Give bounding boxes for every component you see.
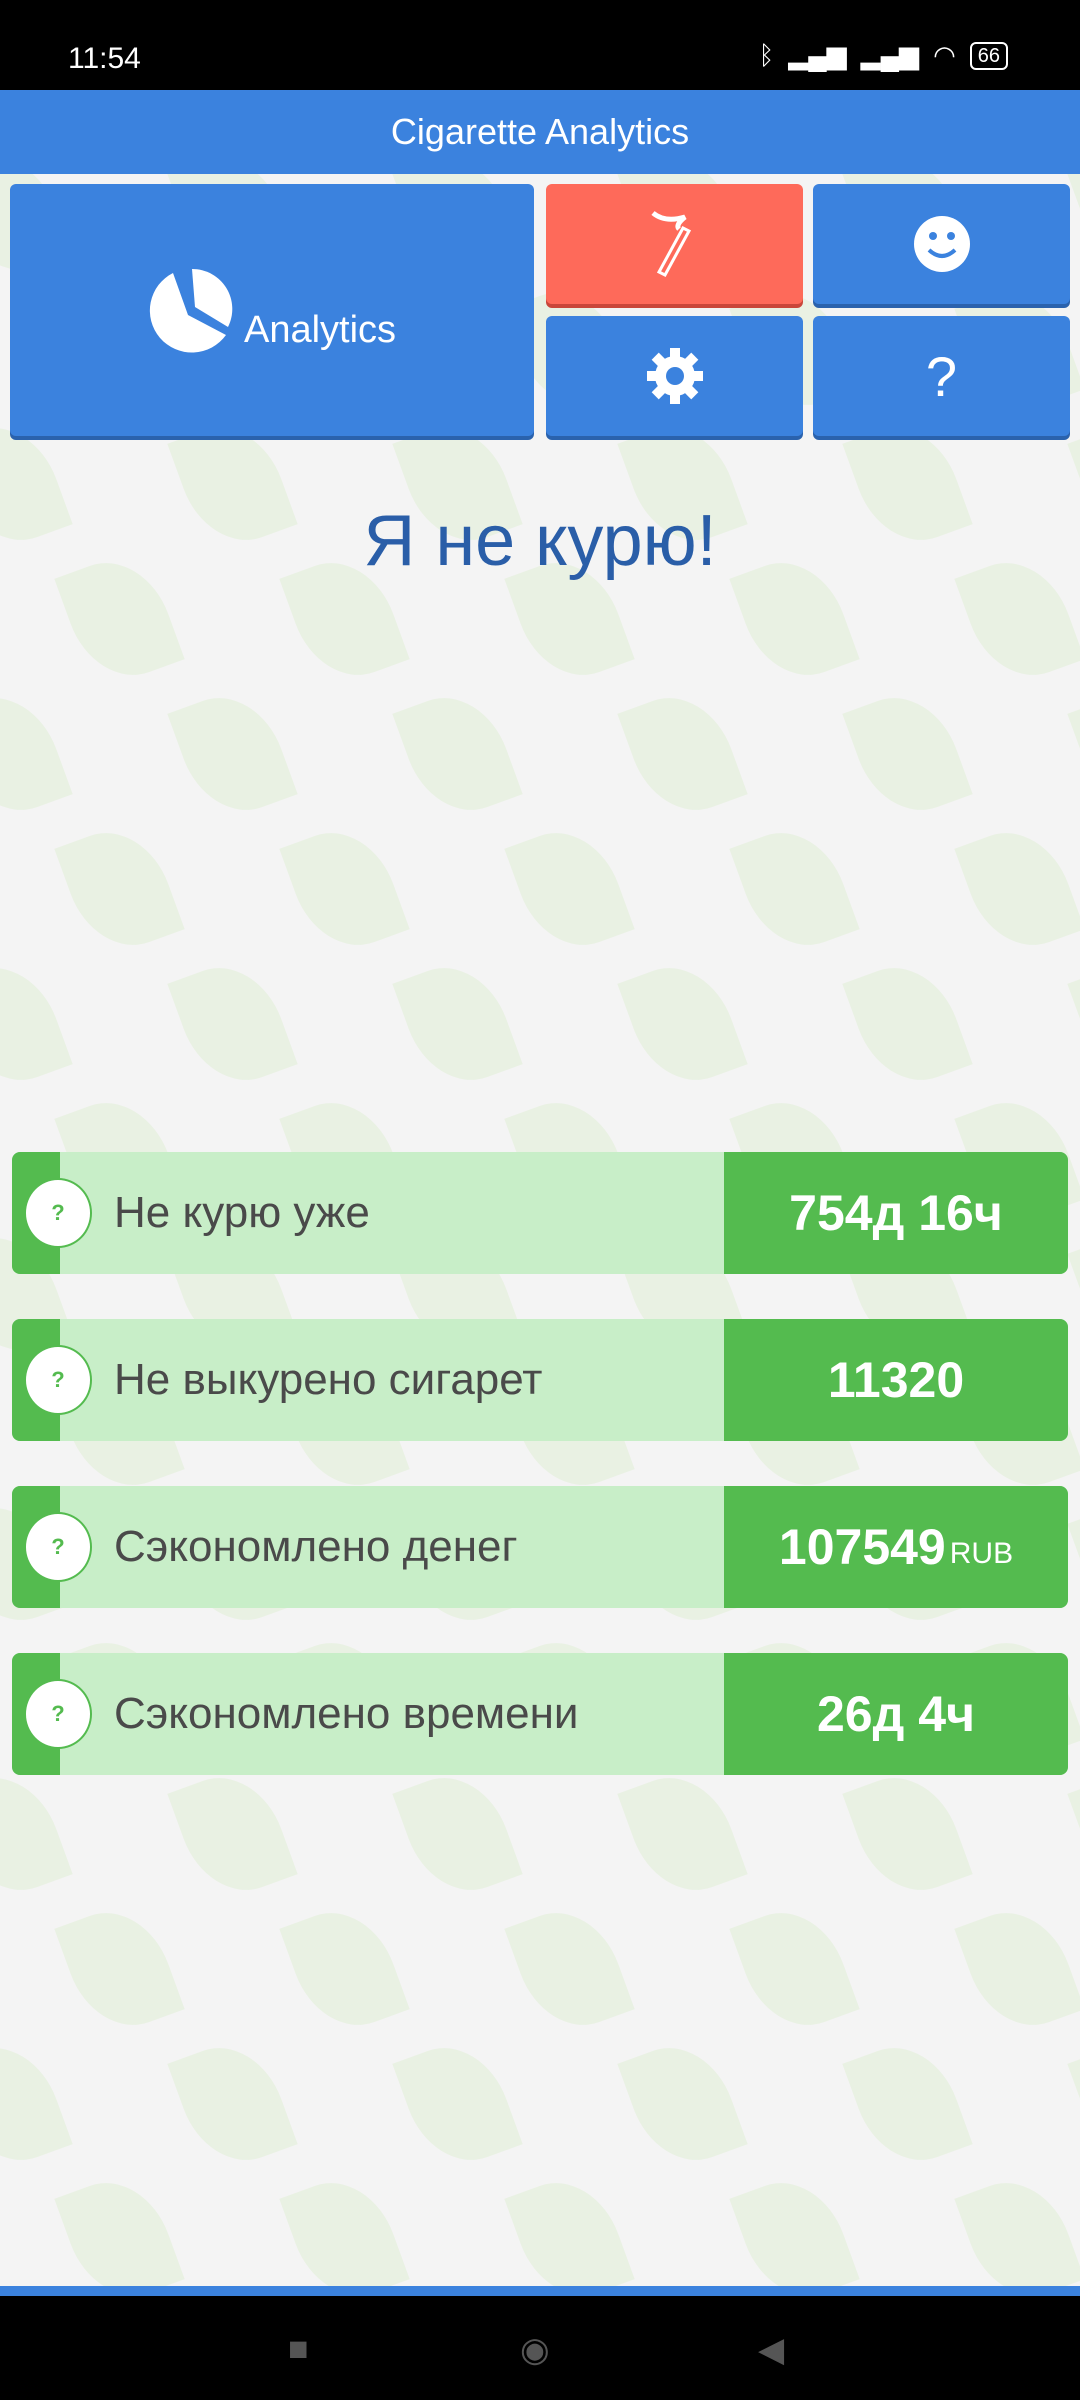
stat-row-money: ? Сэкономлено денег 107549 RUB [12, 1486, 1068, 1608]
stat-row-time: ? Сэкономлено времени 26д 4ч [12, 1653, 1068, 1775]
stat-value: 11320 [724, 1319, 1068, 1441]
recents-icon[interactable]: ■ [288, 2330, 309, 2368]
gear-icon [646, 348, 703, 404]
leaf-pattern [392, 2031, 523, 2177]
leaf-pattern [1067, 1221, 1080, 1367]
smiley-icon [913, 216, 970, 272]
leaf-pattern [279, 1896, 410, 2042]
leaf-pattern [167, 951, 298, 1097]
leaf-pattern [1067, 2031, 1080, 2177]
leaf-pattern [729, 816, 860, 962]
clock: 11:54 [68, 42, 141, 75]
leaf-pattern [504, 816, 635, 962]
leaf-pattern [167, 2031, 298, 2177]
stat-value: 107549 RUB [724, 1486, 1068, 1608]
leaf-pattern [729, 2166, 860, 2286]
leaf-pattern [842, 2031, 973, 2177]
wifi-icon: ◠ [933, 40, 956, 70]
home-icon[interactable]: ◉ [520, 2331, 550, 2369]
leaf-pattern [504, 1896, 635, 2042]
stat-row-days: ? Не курю уже 754д 16ч [12, 1152, 1068, 1274]
leaf-pattern [954, 816, 1080, 962]
pie-chart-icon [149, 268, 233, 353]
leaf-pattern [954, 1896, 1080, 2042]
leaf-pattern [392, 1761, 523, 1907]
help-icon[interactable]: ? [24, 1178, 92, 1248]
help-icon[interactable]: ? [24, 1512, 92, 1582]
leaf-pattern [167, 681, 298, 827]
leaf-pattern [617, 681, 748, 827]
signal-icon: ▂▄▆ [788, 40, 847, 70]
navigation-bar: ■ ◉ ◀ [0, 2296, 1080, 2400]
question-icon: ? [925, 344, 958, 408]
leaf-pattern [729, 1896, 860, 2042]
analytics-button[interactable]: Analytics [10, 184, 534, 436]
stat-value: 26д 4ч [724, 1653, 1068, 1775]
leaf-pattern [842, 681, 973, 827]
analytics-label: Analytics [243, 308, 397, 351]
leaf-pattern [617, 951, 748, 1097]
stat-value: 754д 16ч [724, 1152, 1068, 1274]
stat-label: Сэкономлено времени [114, 1689, 579, 1738]
leaf-pattern [0, 1761, 73, 1907]
help-icon[interactable]: ? [24, 1345, 92, 1415]
leaf-pattern [954, 2166, 1080, 2286]
leaf-pattern [504, 2166, 635, 2286]
leaf-pattern [1067, 951, 1080, 1097]
currency-unit: RUB [949, 1537, 1014, 1570]
status-bar: 11:54 ᛒ ▂▄▆ ▂▄▆ ◠ 66 [0, 0, 1080, 90]
stat-label: Сэкономлено денег [114, 1522, 518, 1571]
leaf-pattern [842, 951, 973, 1097]
leaf-pattern [617, 2031, 748, 2177]
leaf-pattern [0, 681, 73, 827]
leaf-pattern [842, 1761, 973, 1907]
battery-icon: 66 [969, 41, 1008, 70]
leaf-pattern [392, 951, 523, 1097]
leaf-pattern [279, 2166, 410, 2286]
leaf-pattern [392, 681, 523, 827]
leaf-pattern [167, 1761, 298, 1907]
stat-label: Не выкурено сигарет [114, 1355, 543, 1404]
stat-label: Не курю уже [114, 1188, 370, 1237]
leaf-pattern [617, 1761, 748, 1907]
bluetooth-icon: ᛒ [758, 40, 775, 70]
stat-row-cigarettes: ? Не выкурено сигарет 11320 [12, 1319, 1068, 1441]
leaf-pattern [279, 816, 410, 962]
page-title: Я не курю! [363, 501, 717, 581]
back-icon[interactable]: ◀ [758, 2331, 785, 2369]
leaf-pattern [0, 951, 73, 1097]
leaf-pattern [1067, 1761, 1080, 1907]
bottom-bar [0, 2286, 1080, 2296]
leaf-pattern [0, 2031, 73, 2177]
leaf-pattern [54, 1896, 185, 2042]
help-button[interactable]: ? [813, 316, 1070, 436]
leaf-pattern [54, 2166, 185, 2286]
smoke-button[interactable] [546, 184, 803, 304]
mood-button[interactable] [813, 184, 1070, 304]
cigarette-icon [650, 210, 691, 277]
signal-icon: ▂▄▆ [860, 40, 920, 70]
help-icon[interactable]: ? [24, 1679, 92, 1749]
settings-button[interactable] [546, 316, 803, 436]
leaf-pattern [1067, 681, 1080, 827]
leaf-pattern [1067, 1491, 1080, 1637]
leaf-pattern [54, 816, 185, 962]
app-title: Cigarette Analytics [0, 90, 1080, 174]
